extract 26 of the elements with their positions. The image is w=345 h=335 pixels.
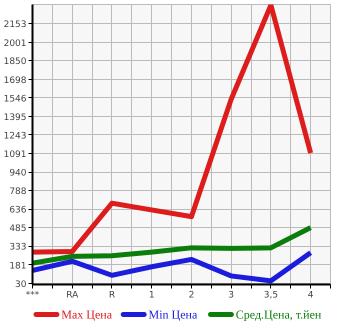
x-tick-label: 3,5	[264, 290, 278, 300]
y-tick-label: 636	[9, 206, 27, 216]
y-tick-label: 333	[9, 242, 27, 253]
y-tick-label: 2001	[4, 38, 26, 49]
y-tick-label: 788	[9, 187, 27, 198]
y-tick-label: 1698	[4, 76, 27, 86]
legend-label: Max Цена	[61, 308, 113, 322]
y-tick-label: 1091	[4, 150, 26, 160]
y-tick-label: 181	[9, 261, 27, 272]
y-tick-label: 2153	[4, 20, 26, 30]
x-tick-label: RA	[66, 290, 80, 300]
x-tick-label: 1	[148, 290, 155, 300]
x-tick-label: ***	[26, 290, 40, 300]
y-tick-label: 485	[9, 224, 27, 234]
x-tick-label: R	[108, 290, 116, 300]
y-tick-label: 30	[15, 280, 27, 290]
y-tick-label: 1243	[4, 131, 26, 142]
x-tick-label: 3	[228, 290, 234, 300]
x-tick-label: 2	[188, 290, 194, 300]
y-tick-label: 940	[9, 168, 27, 179]
x-tick-label: 4	[308, 290, 314, 300]
y-tick-label: 1546	[4, 94, 27, 104]
y-tick-label: 1395	[4, 112, 26, 123]
y-tick-label: 1850	[4, 57, 27, 68]
legend-label: Сред.Цена, т.йен	[236, 308, 322, 322]
legend-label: Min Цена	[148, 308, 198, 322]
